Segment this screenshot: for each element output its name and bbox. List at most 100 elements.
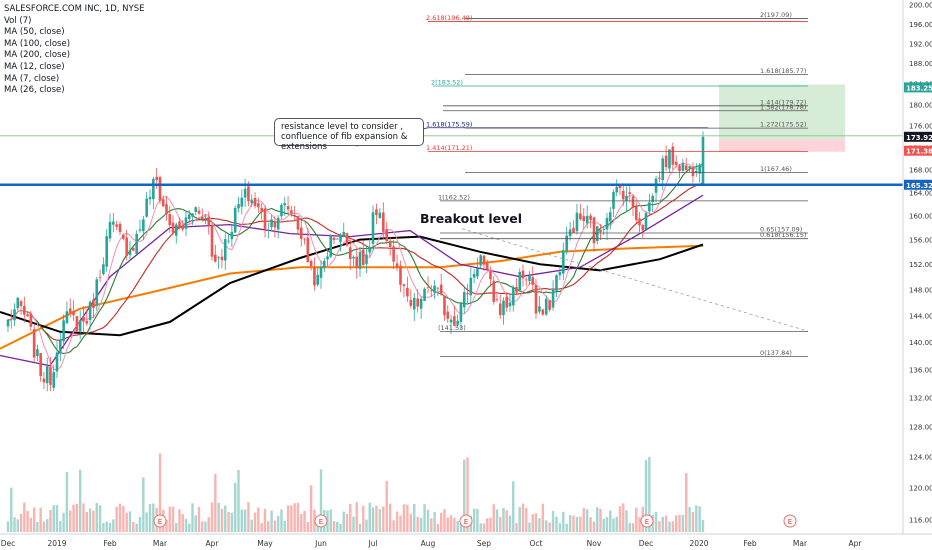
volume-bar (230, 512, 234, 532)
candle-body (469, 277, 473, 296)
volume-bar (658, 521, 661, 532)
candle-body (135, 233, 138, 254)
volume-bar (59, 521, 62, 532)
candle-body (631, 196, 635, 208)
y-tick-label: 160.00 (909, 213, 932, 221)
price-badge-label: 171.38 (906, 148, 932, 156)
candle-body (544, 298, 548, 315)
candle-body (608, 212, 612, 222)
volume-bar (247, 502, 250, 532)
candle-body (615, 186, 619, 193)
candle-body (270, 219, 273, 228)
fib-level-label: 1.382(178.78) (760, 103, 806, 111)
volume-bar (152, 503, 155, 532)
volume-bar (402, 504, 406, 532)
fib-level-label: 1.272(175.52) (760, 121, 806, 129)
volume-bar (122, 505, 125, 532)
volume-bar (492, 504, 495, 532)
candle-body (303, 239, 306, 241)
volume-bar (368, 502, 371, 532)
candle-body (358, 252, 362, 269)
x-tick-label: Sep (477, 539, 491, 548)
volume-bar (253, 512, 257, 532)
candle-body (260, 207, 263, 212)
price-badge-label: 183.25 (906, 84, 932, 92)
price-badge (904, 145, 932, 156)
candle-body (200, 216, 204, 220)
volume-bar (382, 506, 385, 532)
candle-body (485, 262, 489, 270)
volume-bar (178, 509, 181, 532)
volume-bar (575, 516, 579, 532)
volume-bar (648, 456, 651, 532)
candle-body (13, 309, 16, 321)
candle-body (266, 229, 270, 231)
candle-body (558, 271, 562, 276)
price-badge (904, 82, 932, 93)
candle-body (681, 163, 685, 171)
volume-bar (668, 521, 671, 532)
x-tick-label: 2020 (689, 539, 708, 548)
volume-bar (82, 503, 85, 532)
volume-bar (280, 509, 283, 532)
volume-bar (145, 512, 148, 532)
resistance-callout[interactable]: resistance level to consider , confluenc… (274, 118, 424, 152)
volume-bar (495, 509, 499, 532)
candle-body (171, 222, 175, 233)
volume-bar (220, 508, 224, 532)
volume-bar (65, 471, 69, 532)
candle-body (184, 217, 188, 229)
risk-zone (719, 139, 845, 152)
volume-bar (309, 485, 313, 532)
volume-bar (688, 507, 691, 532)
volume-bar (456, 520, 459, 532)
volume-bar (453, 517, 456, 532)
volume-bar (476, 508, 479, 532)
candle-body (521, 270, 525, 279)
y-tick-label: 156.00 (909, 237, 932, 245)
y-tick-label: 152.00 (909, 261, 932, 269)
candle-body (9, 318, 13, 320)
volume-bar (701, 519, 705, 532)
candle-body (65, 311, 69, 324)
earnings-marker-label: E (464, 518, 468, 526)
volume-bar (528, 522, 531, 532)
candle-body (498, 303, 502, 316)
volume-bar (419, 517, 423, 532)
volume-bar (16, 519, 19, 532)
candle-body (118, 223, 122, 232)
volume-bar (592, 521, 596, 532)
candle-body (644, 213, 648, 230)
candle-body (612, 191, 615, 209)
y-tick-label: 116.00 (909, 517, 932, 525)
volume-bar (362, 505, 365, 532)
candle-body (508, 302, 512, 307)
candle-body (59, 340, 62, 354)
fib-level-label: 1.414(179.72) (760, 98, 806, 106)
candle-body (541, 309, 545, 315)
volume-bar (406, 504, 409, 532)
x-tick-label: Jul (367, 539, 377, 548)
y-tick-label: 144.00 (909, 312, 932, 320)
candle-body (194, 207, 198, 212)
candle-body (214, 254, 217, 262)
callout-line-2: confluence of fib expansion & extensions (281, 132, 408, 152)
breakout-label: Breakout level (420, 211, 523, 226)
volume-bar (46, 519, 49, 532)
volume-bar (638, 517, 641, 532)
candle-body (128, 250, 132, 256)
volume-bar (132, 521, 135, 532)
volume-bar (72, 504, 75, 532)
x-tick-label: Mar (153, 539, 168, 548)
volume-bar (555, 516, 558, 532)
volume-bar (26, 510, 29, 532)
volume-bar (10, 487, 13, 532)
volume-bar (313, 509, 316, 532)
volume-bar (625, 510, 628, 532)
candle-body (678, 165, 681, 172)
volume-bar (125, 512, 128, 532)
candle-body (674, 161, 678, 165)
candle-body (585, 215, 589, 224)
candle-body (250, 199, 254, 204)
